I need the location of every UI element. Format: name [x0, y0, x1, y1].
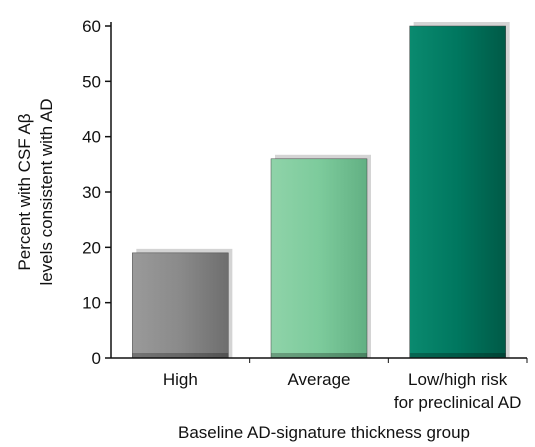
bar-2	[409, 25, 506, 359]
y-tick-label-5: 50	[82, 72, 101, 91]
y-axis-title-line-1: levels consistent with AD	[37, 98, 56, 285]
bar-base-2	[409, 353, 506, 358]
y-tick-label-4: 40	[82, 128, 101, 147]
x-labels-group: High Average Low/high risk for preclinical …	[163, 358, 528, 412]
x-tick-label-2-1: for preclinical AD	[394, 393, 522, 412]
bar-1	[270, 158, 368, 359]
bar-base-1	[271, 353, 367, 358]
y-tick-label-3: 30	[82, 183, 101, 202]
bars-group	[132, 22, 510, 359]
y-tick-label-0: 0	[92, 349, 101, 368]
y-axis-title-line-0: Percent with CSF Aβ	[15, 113, 34, 270]
y-tick-label-1: 10	[82, 294, 101, 313]
x-tick-label-2-0: Low/high risk	[408, 370, 508, 389]
y-ticks-group: 0 10 20 30 40 50 60	[82, 17, 111, 368]
x-tick-label-0-0: High	[163, 370, 198, 389]
y-tick-label-6: 60	[82, 17, 101, 36]
y-tick-label-2: 20	[82, 238, 101, 257]
bar-base-0	[132, 353, 229, 358]
y-axis-title: Percent with CSF Aβ levels consistent wit…	[15, 98, 56, 285]
bar-0	[132, 252, 229, 359]
x-axis-title: Baseline AD-signature thickness group	[178, 423, 470, 442]
x-tick-label-1-0: Average	[287, 370, 350, 389]
